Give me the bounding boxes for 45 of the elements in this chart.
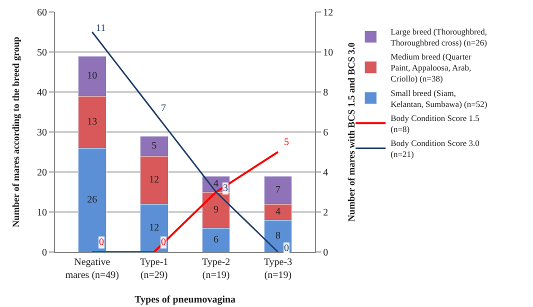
y-tick-label: 20 — [37, 168, 47, 178]
x-tick-label: Type-3 (n=19) — [264, 257, 292, 281]
legend-label: Small breed (Siam, Kelantan, Sumbawa) (n=52) — [390, 88, 488, 109]
x-tick-label: Negative mares (n=49) — [65, 257, 120, 281]
y2-tick-label: 2 — [323, 208, 328, 218]
data-label: 12 — [149, 222, 160, 234]
x-axis-title: Types of pneumovagina — [134, 294, 236, 306]
data-label: 9 — [214, 204, 219, 216]
legend-label: Large breed (Thoroughbred, Thoroughbred cross) (n=26) — [390, 26, 488, 48]
data-label: 0 — [99, 237, 104, 248]
y-tick-label: 60 — [37, 8, 47, 18]
legend-label: Body Condition Score 3.0 (n=21) — [390, 138, 480, 160]
data-label: 8 — [275, 230, 280, 242]
data-label: 7 — [161, 103, 166, 114]
data-label: 6 — [214, 234, 219, 246]
y2-tick-label: 4 — [323, 168, 328, 178]
x-tick-label: Type-2 (n=19) — [202, 257, 230, 281]
y-tick-label: 30 — [37, 128, 47, 138]
data-label: 13 — [87, 116, 98, 128]
y2-tick-label: 0 — [323, 248, 328, 258]
data-label: 5 — [152, 140, 157, 152]
data-label: 3 — [223, 183, 228, 194]
y-tick-label: 10 — [37, 208, 47, 218]
y-tick-label: 50 — [37, 48, 47, 58]
y2-tick-label: 6 — [323, 128, 328, 138]
y2-tick-label: 8 — [323, 88, 328, 98]
data-label: 4 — [214, 178, 219, 190]
y-tick-label: 40 — [37, 88, 47, 98]
data-label: 26 — [87, 194, 98, 206]
legend-label: Body Condition Score 1.5 (n=8) — [390, 112, 480, 134]
legend-label: Medium breed (Quarter Paint, Appaloosa, Arab, Criollo) (n=38) — [390, 52, 472, 84]
y2-tick-label: 12 — [323, 8, 334, 18]
data-label: 0 — [161, 237, 166, 248]
data-label: 10 — [87, 70, 98, 82]
data-label: 11 — [96, 23, 106, 34]
data-label: 5 — [284, 137, 289, 148]
y-tick-label: 0 — [42, 248, 47, 258]
data-label: 0 — [284, 243, 289, 254]
data-label: 12 — [149, 174, 160, 186]
data-label: 7 — [275, 184, 280, 196]
y2-tick-label: 10 — [323, 48, 334, 58]
x-tick-label: Type-1 (n=29) — [140, 257, 168, 281]
y-axis-title: Number of mares according to the breed group — [12, 36, 22, 228]
y2-axis-title: Number of mares with BCS 1.5 and BCS 3.0 — [347, 42, 358, 222]
data-label: 4 — [275, 206, 280, 218]
